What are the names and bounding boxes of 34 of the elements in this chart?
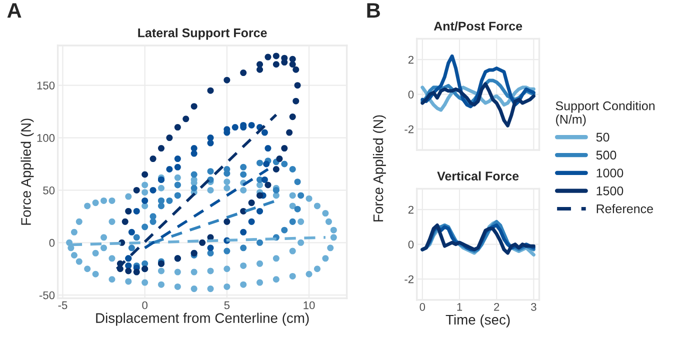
x-tick-label: 3 bbox=[531, 303, 536, 311]
y-tick-label: -2 bbox=[404, 275, 414, 284]
y-tick-label: 2 bbox=[408, 206, 414, 214]
y-tick-label: -50 bbox=[39, 291, 55, 300]
y-axis-title: Force Applied (N) bbox=[20, 118, 34, 225]
legend-label: 1500 bbox=[596, 186, 624, 196]
y-tick-label: 150 bbox=[37, 82, 55, 90]
chart-title: Lateral Support Force bbox=[138, 28, 267, 40]
x-axis-title: Displacement from Centerline (cm) bbox=[96, 312, 309, 326]
x-tick-label: 2 bbox=[494, 303, 500, 311]
x-axis-title: Time (sec) bbox=[446, 314, 510, 328]
y-tick-label: 0 bbox=[408, 240, 414, 248]
y-tick-label: 0 bbox=[408, 90, 414, 98]
x-tick-label: 0 bbox=[420, 303, 426, 311]
x-tick-label: -5 bbox=[58, 301, 68, 310]
y-tick-label: 100 bbox=[37, 134, 55, 142]
y-tick-label: -2 bbox=[404, 125, 414, 134]
legend-label: 50 bbox=[596, 132, 610, 142]
legend-label: 1000 bbox=[596, 168, 624, 178]
y-tick-label: 0 bbox=[49, 238, 55, 247]
text: B bbox=[367, 3, 380, 18]
x-tick-label: 10 bbox=[304, 301, 315, 310]
x-tick-label: 5 bbox=[224, 301, 230, 310]
chart-title: Vertical Force bbox=[437, 171, 519, 181]
text: A bbox=[7, 3, 22, 18]
chart-title: Ant/Post Force bbox=[434, 21, 522, 31]
legend-label: 500 bbox=[596, 150, 616, 160]
legend-label: Reference bbox=[596, 204, 653, 214]
y-tick-label: 50 bbox=[43, 186, 55, 194]
legend-title: Support Condition (N/m) bbox=[556, 101, 655, 126]
x-tick-label: 0 bbox=[142, 301, 148, 310]
y-axis-title: Force Applied (N) bbox=[372, 115, 386, 222]
y-tick-label: 2 bbox=[408, 56, 414, 64]
x-tick-label: 1 bbox=[457, 303, 462, 311]
